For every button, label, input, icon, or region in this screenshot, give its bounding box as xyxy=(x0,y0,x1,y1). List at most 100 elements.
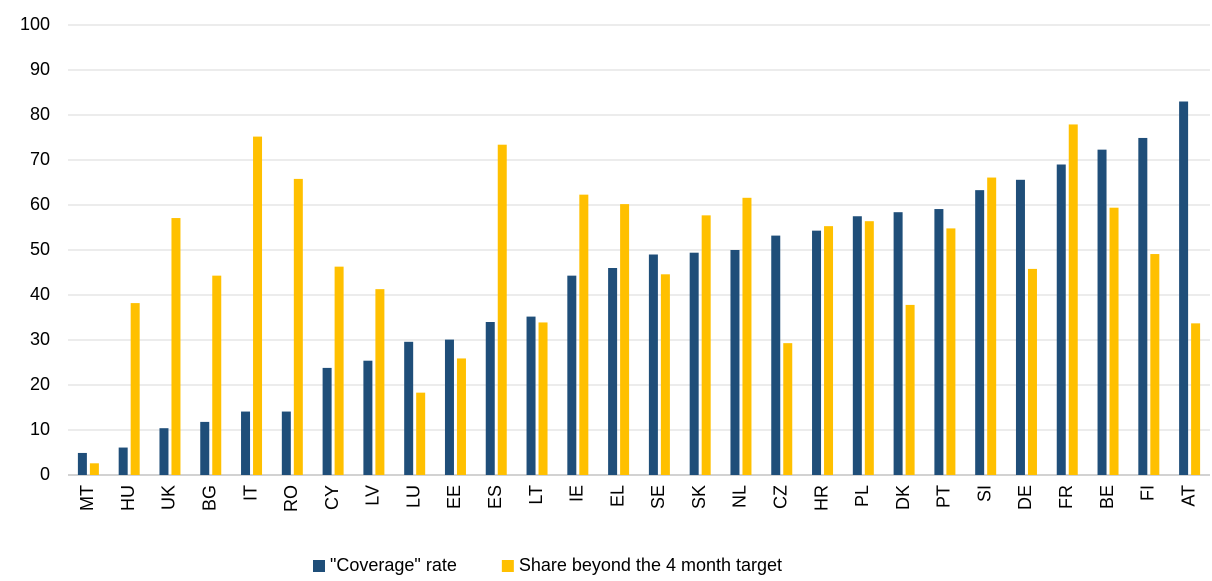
x-tick-label: HR xyxy=(811,485,831,511)
bar xyxy=(281,411,291,475)
x-tick-label: SK xyxy=(689,485,709,509)
bar xyxy=(1027,268,1037,475)
y-tick-label: 80 xyxy=(30,104,50,124)
bar xyxy=(200,421,210,475)
x-tick-label: LU xyxy=(403,485,423,508)
bar xyxy=(852,216,862,475)
legend-label: "Coverage" rate xyxy=(330,555,457,575)
bar xyxy=(444,339,454,475)
bar xyxy=(1015,179,1025,476)
bar xyxy=(77,452,87,475)
bar xyxy=(293,178,303,475)
bar xyxy=(1179,101,1189,475)
bar xyxy=(771,235,781,475)
x-tick-label: BE xyxy=(1097,485,1117,509)
bar xyxy=(824,226,834,475)
bar xyxy=(1109,207,1119,475)
bar xyxy=(742,197,752,476)
y-tick-label: 90 xyxy=(30,59,50,79)
x-tick-label: BG xyxy=(200,485,220,511)
bar xyxy=(946,228,956,475)
bar xyxy=(322,367,332,475)
bar xyxy=(864,221,874,475)
y-tick-label: 20 xyxy=(30,374,50,394)
bar xyxy=(89,463,99,475)
bar xyxy=(526,316,536,475)
y-tick-label: 40 xyxy=(30,284,50,304)
bar xyxy=(497,144,507,475)
bar xyxy=(893,212,903,475)
bar xyxy=(579,194,589,475)
bar xyxy=(416,392,426,475)
bar xyxy=(241,411,251,475)
bar xyxy=(485,322,495,475)
y-tick-label: 30 xyxy=(30,329,50,349)
y-tick-label: 70 xyxy=(30,149,50,169)
x-tick-label: LT xyxy=(526,485,546,505)
x-tick-label: NL xyxy=(730,485,750,508)
bar xyxy=(648,254,658,475)
x-tick-label: AT xyxy=(1178,485,1198,507)
bar xyxy=(159,428,169,475)
bar xyxy=(253,136,263,475)
x-tick-label: IT xyxy=(240,485,260,501)
x-tick-label: SE xyxy=(648,485,668,509)
bar xyxy=(783,343,793,475)
bar xyxy=(1150,254,1160,475)
x-tick-label: CY xyxy=(322,485,342,510)
x-tick-label: EL xyxy=(607,485,627,507)
x-tick-label: PT xyxy=(934,485,954,508)
bar xyxy=(363,360,373,475)
bar xyxy=(456,358,466,475)
bar xyxy=(567,275,577,475)
bar xyxy=(905,304,915,475)
bar xyxy=(375,289,385,475)
bar xyxy=(171,218,181,476)
bar xyxy=(1068,124,1078,475)
x-tick-label: PL xyxy=(852,485,872,507)
bar xyxy=(701,215,711,475)
x-tick-label: UK xyxy=(159,485,179,510)
y-tick-label: 100 xyxy=(20,14,50,34)
x-tick-label: FR xyxy=(1056,485,1076,509)
x-tick-label: MT xyxy=(77,485,97,511)
x-tick-label: RO xyxy=(281,485,301,512)
x-tick-label: SI xyxy=(974,485,994,502)
x-tick-label: LV xyxy=(363,485,383,506)
bar xyxy=(689,252,699,475)
bar xyxy=(1056,164,1066,475)
x-tick-label: CZ xyxy=(771,485,791,509)
bar xyxy=(334,266,344,475)
bar xyxy=(118,447,128,475)
bar xyxy=(975,190,985,475)
bar xyxy=(1191,323,1201,475)
y-tick-label: 50 xyxy=(30,239,50,259)
y-tick-label: 10 xyxy=(30,419,50,439)
bar xyxy=(730,250,740,475)
x-tick-label: ES xyxy=(485,485,505,509)
y-tick-label: 60 xyxy=(30,194,50,214)
x-tick-label: EE xyxy=(444,485,464,509)
x-tick-label: IE xyxy=(567,485,587,502)
bar xyxy=(620,204,630,475)
bar xyxy=(1138,137,1148,475)
bar xyxy=(812,230,822,475)
x-tick-label: FI xyxy=(1138,485,1158,501)
legend-label: Share beyond the 4 month target xyxy=(519,555,782,575)
bar xyxy=(987,177,997,476)
bar xyxy=(130,303,140,475)
bar xyxy=(660,274,670,475)
bar xyxy=(934,209,944,476)
bar xyxy=(212,275,222,475)
bar xyxy=(1097,149,1107,475)
bar xyxy=(404,341,414,475)
y-tick-label: 0 xyxy=(40,464,50,484)
x-tick-label: HU xyxy=(118,485,138,511)
x-tick-label: DE xyxy=(1015,485,1035,510)
bar xyxy=(538,322,548,475)
bar xyxy=(608,268,618,475)
legend-swatch xyxy=(313,560,325,572)
x-tick-label: DK xyxy=(893,485,913,510)
legend-swatch xyxy=(501,560,514,572)
